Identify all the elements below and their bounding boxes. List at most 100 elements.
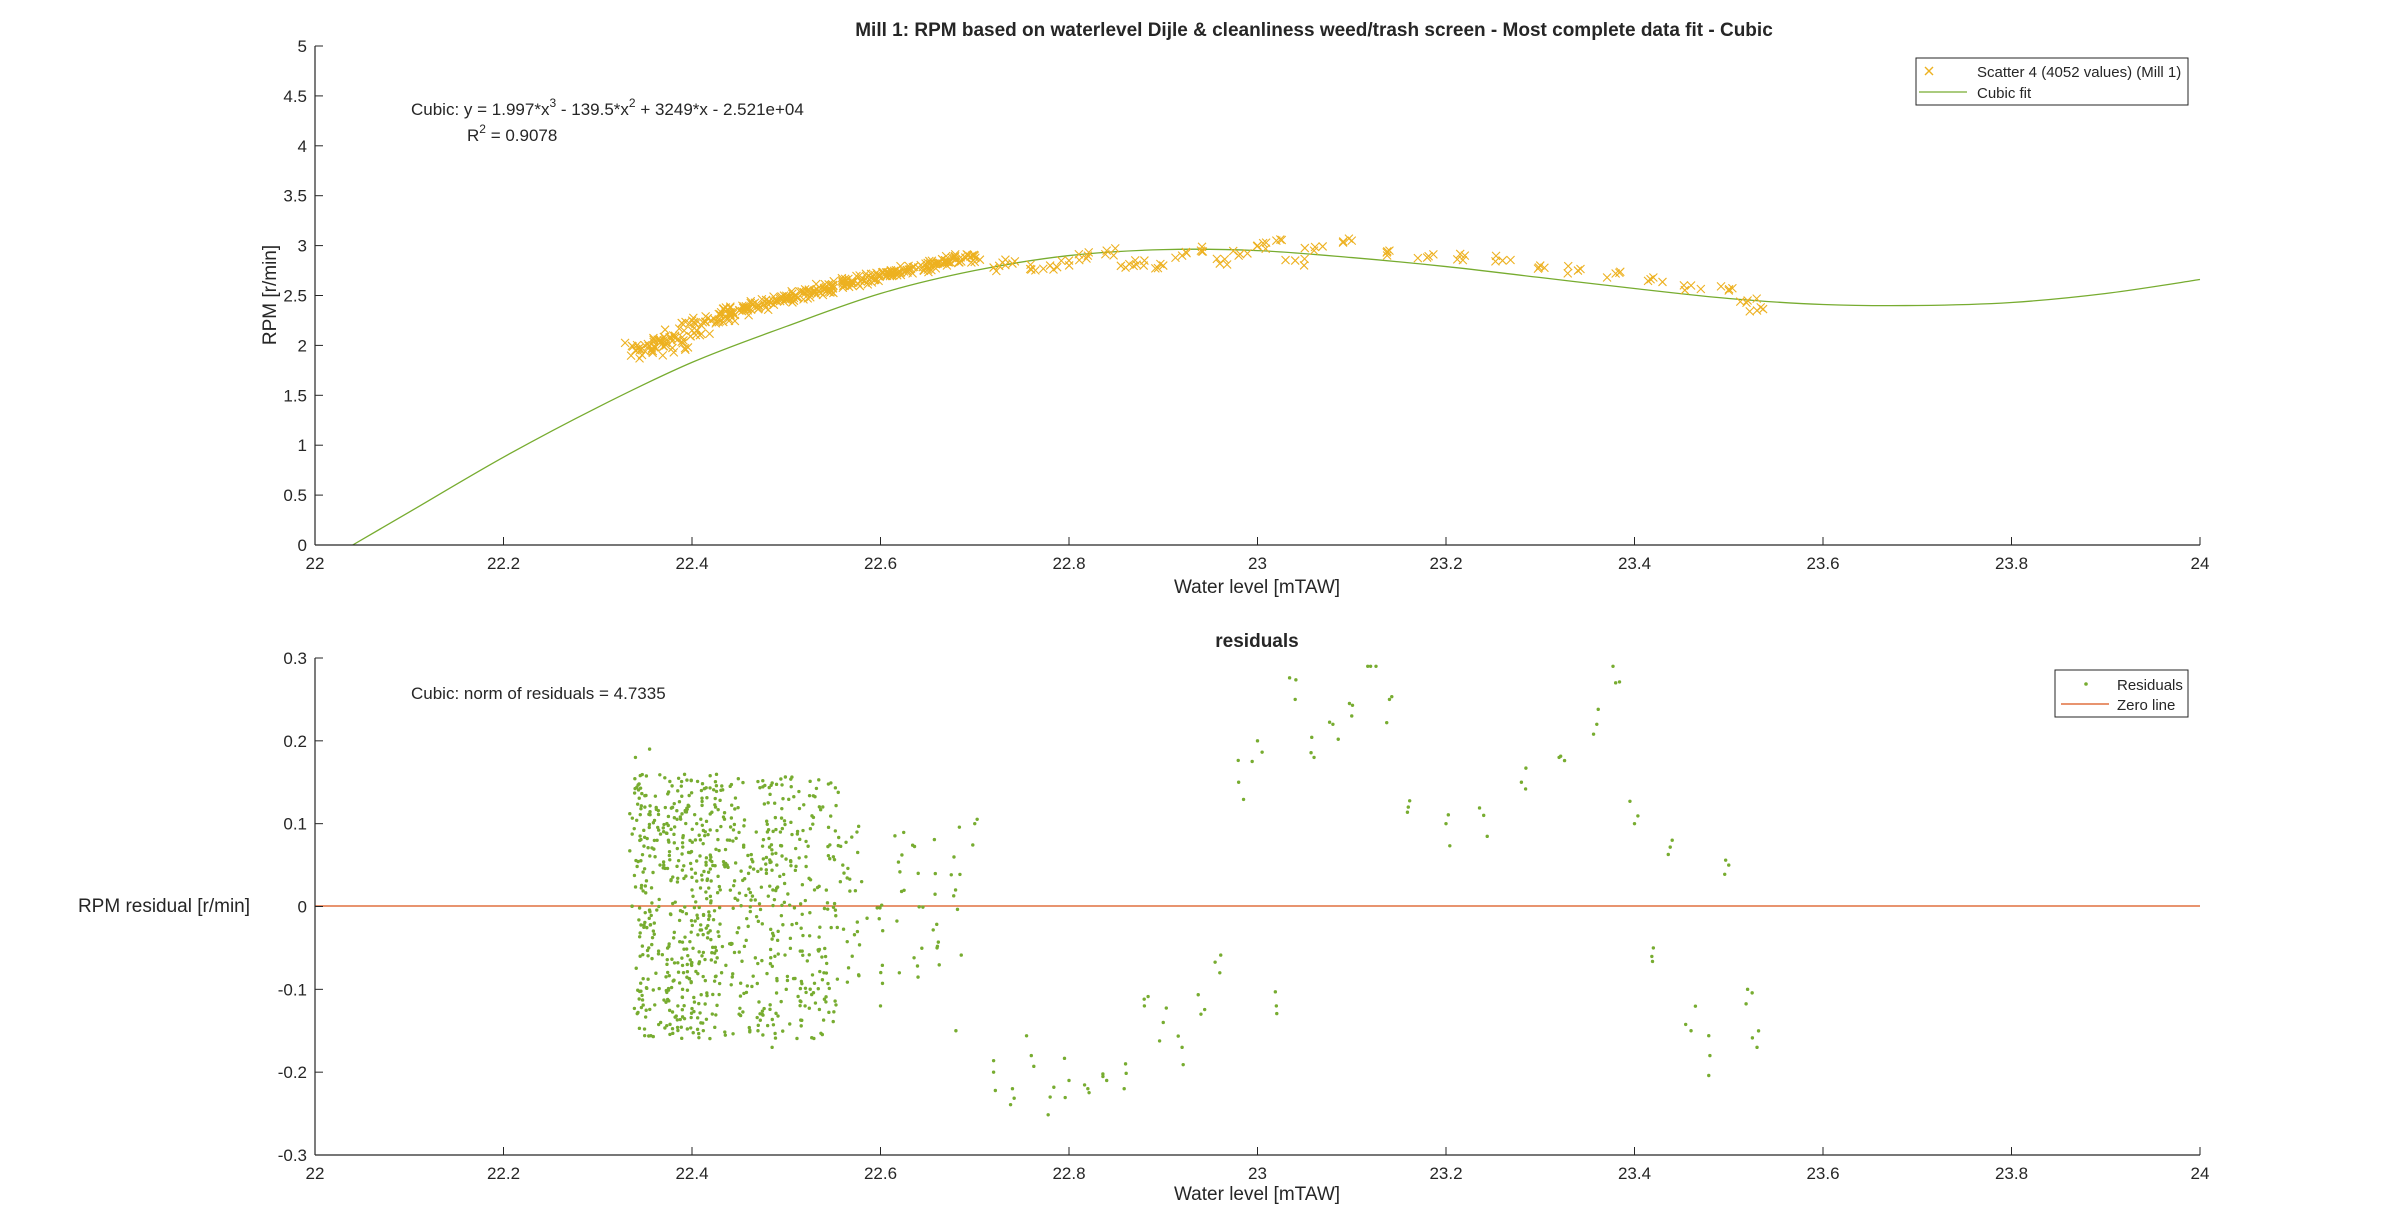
residual-point [662, 863, 666, 867]
residual-point [680, 868, 685, 872]
residual-point [684, 821, 688, 826]
residual-point [991, 1058, 996, 1063]
residual-point [836, 790, 840, 795]
residual-point [844, 840, 848, 845]
residual-point [1180, 1045, 1184, 1050]
residual-point [766, 828, 771, 832]
residual-point [697, 905, 701, 910]
residual-point [792, 906, 797, 910]
residual-point [769, 783, 773, 787]
residual-point [734, 836, 738, 840]
residual-point [831, 905, 836, 909]
residual-point [746, 853, 750, 858]
residual-point [1012, 1096, 1016, 1100]
residual-point [1444, 821, 1448, 826]
residual-point [713, 780, 718, 784]
residual-point [812, 981, 817, 986]
residual-point [800, 883, 805, 887]
bottom-legend[interactable]: Residuals Zero line [2054, 669, 2189, 718]
residual-point [949, 873, 953, 877]
scatter-point [840, 281, 849, 291]
residual-point [733, 861, 738, 865]
residual-point [669, 985, 674, 990]
residual-point [715, 956, 719, 960]
residual-point [689, 918, 694, 923]
bottom-xtick-label: 23.2 [1429, 1164, 1462, 1183]
residual-point [770, 852, 775, 856]
residual-point [656, 812, 661, 817]
top-equation-annotation: Cubic: y = 1.997*x3 - 139.5*x2 + 3249*x … [411, 96, 804, 119]
residual-point [662, 998, 666, 1002]
scatter-point [698, 317, 708, 327]
residual-point [856, 824, 861, 829]
residual-point [637, 997, 641, 1001]
residual-point [664, 831, 669, 835]
residual-point [1146, 994, 1150, 999]
top-ytick-label: 3 [298, 237, 307, 256]
residual-point [855, 929, 860, 934]
residual-point [850, 954, 854, 958]
residual-point [653, 855, 657, 859]
residual-point [665, 1023, 669, 1028]
residual-point [768, 858, 772, 862]
scatter-point [975, 255, 985, 265]
residual-point [685, 970, 690, 974]
residual-point [805, 959, 810, 963]
residual-point [671, 936, 676, 940]
residual-point [663, 776, 667, 780]
residual-point [680, 852, 684, 856]
residual-point [722, 811, 727, 815]
residual-point [829, 814, 833, 818]
residual-point [714, 784, 719, 788]
residual-point [736, 805, 740, 810]
residual-point [689, 1015, 693, 1020]
scatter-point [1030, 265, 1040, 275]
residual-point [852, 933, 857, 937]
residual-point [910, 843, 915, 847]
residual-point [652, 818, 657, 823]
residual-point [697, 1035, 701, 1040]
residual-point [690, 875, 694, 880]
scatter-point [1455, 249, 1465, 259]
residual-point [709, 879, 713, 883]
residual-point [917, 905, 921, 909]
residual-point [933, 871, 938, 876]
scatter-point [941, 251, 951, 261]
residual-point [714, 1013, 718, 1017]
scatter-point [709, 314, 719, 324]
scatter-point [923, 258, 933, 268]
top-xtick-label: 23.6 [1806, 554, 1839, 573]
residual-point [640, 772, 644, 777]
residual-point [682, 864, 686, 868]
residual-point [707, 910, 711, 914]
residual-point [710, 951, 714, 955]
residual-point [915, 964, 920, 968]
scatter-point [852, 271, 861, 281]
residual-point [783, 775, 788, 779]
residual-point [704, 786, 708, 790]
residual-point [834, 1003, 838, 1007]
residual-point [667, 944, 671, 949]
residual-point [788, 1022, 792, 1026]
bottom-xtick-label: 23.8 [1995, 1164, 2028, 1183]
residual-point [775, 976, 779, 981]
top-xtick-label: 23.2 [1429, 554, 1462, 573]
residual-point [1101, 1074, 1105, 1079]
residual-point [766, 894, 771, 898]
scatter-point [1109, 250, 1118, 260]
residual-point [638, 834, 642, 838]
scatter-point [743, 306, 753, 315]
residual-point [683, 905, 687, 909]
residual-point [800, 912, 804, 917]
top-ytick-label: 1.5 [283, 386, 307, 405]
residual-point [675, 1018, 680, 1022]
top-legend[interactable]: Scatter 4 (4052 values) (Mill 1) Cubic f… [1915, 57, 2189, 106]
residual-point [656, 1022, 661, 1027]
residual-point [680, 909, 685, 914]
residual-point [742, 944, 747, 949]
residual-point [710, 1012, 715, 1016]
residual-point [833, 999, 837, 1003]
residual-point [698, 886, 703, 890]
residual-point [705, 991, 709, 995]
scatter-point [838, 281, 848, 291]
